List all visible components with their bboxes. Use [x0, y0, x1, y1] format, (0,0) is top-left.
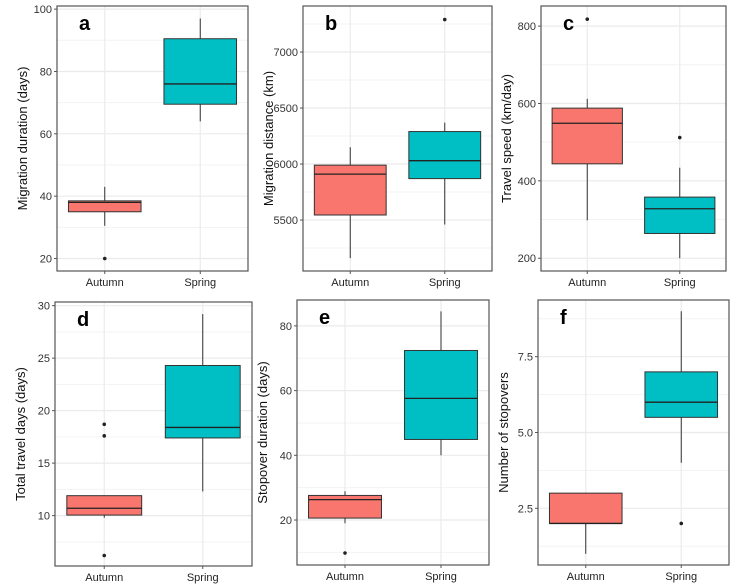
box-autumn — [67, 186, 142, 261]
x-tick-label: Autumn — [568, 277, 606, 289]
x-tick-label: Autumn — [567, 571, 605, 583]
y-tick-label: 100 — [34, 4, 52, 16]
box-autumn — [313, 147, 387, 259]
panel-letter: b — [325, 13, 337, 35]
outlier-point — [102, 553, 107, 558]
panel-letter: e — [319, 307, 330, 329]
box-autumn — [308, 491, 382, 555]
x-tick-label: Spring — [664, 277, 696, 289]
y-axis-title: Migration duration (days) — [15, 67, 30, 211]
y-tick-label: 80 — [40, 66, 52, 78]
iqr-box — [551, 107, 623, 165]
y-tick-label: 15 — [38, 458, 50, 470]
iqr-box — [548, 492, 623, 524]
box-spring — [163, 18, 238, 122]
box-spring — [644, 135, 716, 259]
outlier-point — [102, 422, 107, 427]
panel-border — [296, 299, 490, 566]
y-tick-label: 40 — [40, 191, 52, 203]
x-tick-label: Spring — [187, 572, 219, 584]
iqr-box — [308, 494, 382, 519]
x-tick-label: Autumn — [85, 572, 123, 584]
outlier-point — [679, 521, 684, 526]
y-axis-title: Number of stopovers — [496, 372, 511, 493]
x-tick-label: Autumn — [326, 571, 364, 583]
y-tick-label: 7000 — [274, 47, 298, 59]
y-tick-label: 800 — [518, 21, 536, 33]
y-tick-label: 20 — [280, 515, 292, 527]
y-tick-label: 80 — [280, 321, 292, 333]
iqr-box — [404, 349, 478, 440]
panel-border — [540, 5, 727, 272]
panel-letter: a — [79, 13, 91, 35]
panel-a: 20 40 60 80 100 Autumn Spring Migration duratio… — [15, 4, 249, 289]
y-axis-title: Total travel days (days) — [13, 367, 28, 501]
box-spring — [644, 311, 719, 526]
iqr-box — [313, 164, 387, 216]
box-spring — [404, 311, 478, 456]
panel-border — [56, 5, 249, 272]
y-tick-label: 40 — [280, 450, 292, 462]
iqr-box — [163, 38, 238, 105]
panel-border — [54, 301, 253, 567]
panel-letter: d — [77, 309, 89, 331]
panel-d: 10 15 20 25 30 Autumn Spring Total travel days … — [13, 301, 253, 584]
box-autumn — [66, 422, 143, 558]
outlier-point — [102, 434, 107, 438]
y-tick-label: 200 — [518, 253, 536, 265]
outlier-point — [343, 551, 347, 555]
y-tick-label: 30 — [38, 301, 50, 313]
y-tick-label: 60 — [40, 129, 52, 141]
x-tick-label: Autumn — [86, 277, 124, 289]
y-tick-label: 400 — [518, 176, 536, 188]
iqr-box — [67, 200, 142, 213]
y-axis-title: Migration distance (km) — [261, 71, 276, 206]
box-spring — [164, 314, 241, 492]
x-tick-label: Autumn — [331, 277, 369, 289]
panel-f: 2.5 5.0 7.5 Autumn Spring Number of stopovers… — [496, 299, 730, 583]
y-tick-label: 25 — [38, 353, 50, 365]
y-tick-label: 20 — [38, 406, 50, 418]
y-tick-label: 2.5 — [518, 503, 533, 515]
y-tick-label: 5.0 — [518, 428, 533, 440]
y-axis-title: Stopover duration (days) — [255, 361, 270, 503]
iqr-box — [66, 495, 143, 516]
iqr-box — [644, 371, 719, 418]
x-tick-label: Spring — [184, 277, 216, 289]
y-tick-label: 600 — [518, 98, 536, 110]
panel-b: 5500 6000 6500 7000 Autumn Spring Migration di… — [261, 5, 493, 289]
y-tick-label: 20 — [40, 254, 52, 266]
y-tick-label: 7.5 — [518, 352, 533, 364]
y-tick-label: 6500 — [274, 103, 298, 115]
panel-c: 200 400 600 800 Autumn Spring Travel speed (km… — [499, 5, 727, 289]
box-autumn — [548, 492, 623, 554]
iqr-box — [408, 131, 482, 180]
y-tick-label: 5500 — [274, 215, 298, 227]
y-tick-label: 60 — [280, 386, 292, 398]
panel-e: 20 40 60 80 Autumn Spring Stopover duration (d… — [255, 299, 490, 583]
panel-letter: f — [560, 307, 567, 329]
y-tick-label: 6000 — [274, 159, 298, 171]
box-autumn — [551, 17, 623, 221]
outlier-point — [677, 135, 682, 140]
y-tick-label: 10 — [38, 511, 50, 523]
iqr-box — [164, 365, 241, 439]
panel-letter: c — [563, 13, 574, 35]
y-axis-title: Travel speed (km/day) — [499, 74, 514, 203]
panel-border — [302, 5, 493, 272]
outlier-point — [442, 17, 447, 22]
outlier-point — [102, 256, 107, 261]
x-tick-label: Spring — [425, 571, 457, 583]
x-tick-label: Spring — [665, 571, 697, 583]
x-tick-label: Spring — [429, 277, 461, 289]
box-spring — [408, 17, 482, 225]
outlier-point — [585, 17, 590, 21]
iqr-box — [644, 196, 716, 234]
